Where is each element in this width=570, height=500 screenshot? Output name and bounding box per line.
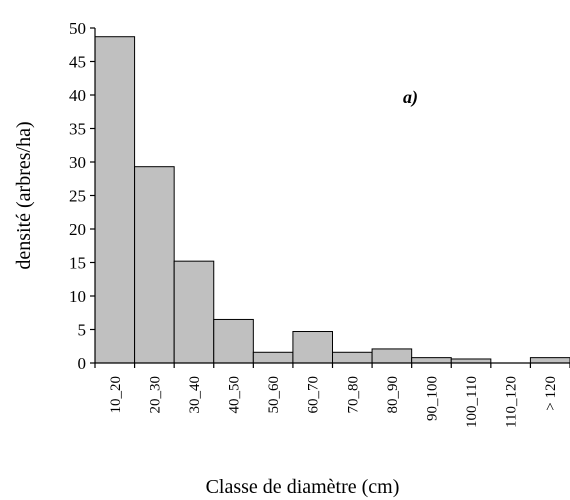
bar-10-20 bbox=[94, 36, 136, 364]
y-tick-label: 35 bbox=[69, 120, 86, 139]
y-tick-label: 40 bbox=[69, 86, 86, 105]
bar-60-70 bbox=[292, 331, 333, 364]
y-tick-label: 25 bbox=[69, 187, 86, 206]
y-axis-ticks: 0 5 10 15 20 25 30 35 40 45 50 bbox=[69, 19, 95, 373]
x-axis-ticks: 10_20 20_30 30_40 40_50 50_60 60_70 70_80 80_90… bbox=[94, 363, 570, 428]
panel-annotation: a) bbox=[403, 87, 418, 108]
x-tick-label: 50_60 bbox=[266, 376, 282, 414]
bar-20-30 bbox=[134, 166, 175, 364]
x-tick-label: 40_50 bbox=[227, 376, 243, 414]
x-tick-label: 90_100 bbox=[424, 376, 440, 421]
y-tick-label: 30 bbox=[69, 153, 86, 172]
y-tick-label: 45 bbox=[69, 53, 86, 72]
x-tick-label: 80_90 bbox=[385, 376, 401, 414]
bar-80-90 bbox=[371, 348, 413, 364]
x-tick-label: 20_30 bbox=[147, 376, 163, 414]
y-tick-label: 20 bbox=[69, 220, 86, 239]
bars-group bbox=[94, 36, 570, 364]
y-tick-label: 50 bbox=[69, 19, 86, 38]
x-axis-label: Classe de diamètre (cm) bbox=[206, 476, 400, 498]
y-axis-label: densité (arbres/ha) bbox=[13, 121, 35, 269]
bar-100-110 bbox=[450, 358, 492, 364]
x-tick-label: 60_70 bbox=[306, 376, 322, 414]
x-tick-label: 30_40 bbox=[187, 376, 203, 414]
bar-70-80 bbox=[332, 351, 373, 364]
y-tick-label: 5 bbox=[78, 321, 87, 340]
x-tick-label: 100_110 bbox=[464, 376, 480, 428]
x-tick-label: 110_120 bbox=[504, 376, 520, 428]
bar--120 bbox=[529, 357, 570, 364]
y-tick-label: 0 bbox=[78, 354, 87, 373]
bar-50-60 bbox=[252, 351, 294, 364]
y-tick-label: 15 bbox=[69, 254, 86, 273]
bar-40-50 bbox=[213, 318, 254, 364]
x-tick-label: > 120 bbox=[543, 376, 559, 411]
y-tick-label: 10 bbox=[69, 287, 86, 306]
bar-90-100 bbox=[411, 357, 452, 364]
x-tick-label: 70_80 bbox=[345, 376, 361, 414]
bar-30-40 bbox=[173, 260, 215, 364]
x-tick-label: 10_20 bbox=[108, 376, 124, 414]
